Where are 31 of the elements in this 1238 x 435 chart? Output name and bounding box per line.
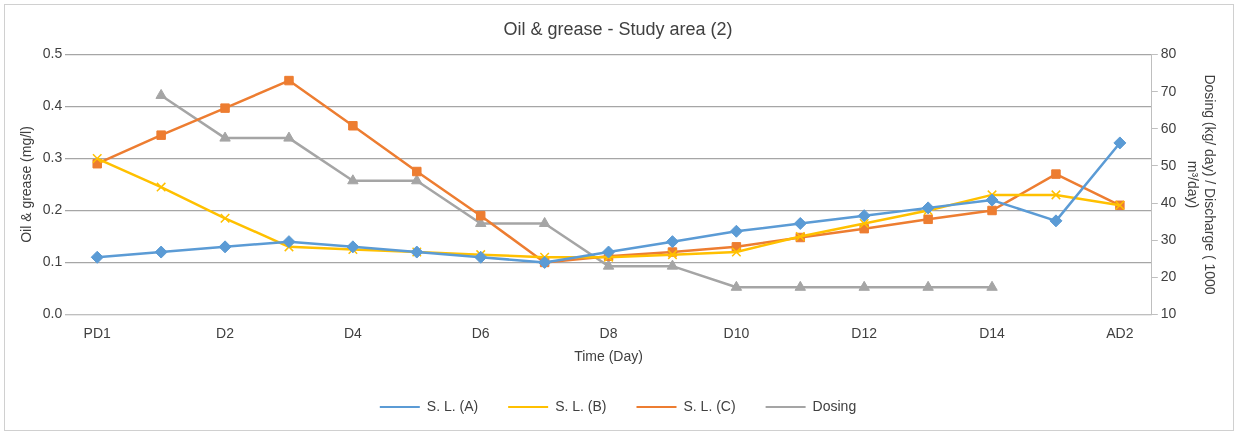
x-axis-title: Time (Day) [574,348,643,365]
y2-tick-label: 50 [1160,156,1177,173]
y2-tick-label: 70 [1160,82,1177,99]
x-tick-label: D6 [471,324,490,341]
y2-tick-label: 20 [1160,268,1177,285]
y2-tick-label: 80 [1160,45,1177,62]
y-tick-label: 0.4 [42,97,63,114]
legend-label: S. L. (C) [683,397,736,414]
y2-tick-label: 60 [1160,119,1177,136]
x-tick-label: D2 [216,324,235,341]
y-tick-label: 0.3 [42,149,63,166]
legend-label: S. L. (A) [426,397,479,414]
y2-tick-label: 30 [1160,231,1177,248]
y2-tick-label: 40 [1160,193,1177,210]
y-tick-label: 0.5 [42,45,63,62]
x-tick-label: AD2 [1106,324,1134,341]
x-tick-label: PD1 [83,324,112,341]
y2-axis-title: Dosing (kg/ day) / Discharge ( 1000 m³/day) [1184,74,1218,295]
x-tick-label: D14 [979,324,1006,341]
y-tick-label: 0.1 [42,253,63,270]
chart-title: Oil & grease - Study area (2) [503,18,733,39]
legend-label: Dosing [812,397,857,414]
y-tick-label: 0.0 [42,305,63,322]
x-tick-label: D4 [343,324,363,341]
y-axis-title: Oil & grease (mg/l) [18,126,35,243]
x-tick-label: D8 [599,324,618,341]
y2-tick-label: 10 [1160,305,1177,322]
x-tick-label: D10 [723,324,750,341]
x-tick-label: D12 [851,324,878,341]
y-tick-label: 0.2 [42,201,63,218]
legend-label: S. L. (B) [555,397,607,414]
